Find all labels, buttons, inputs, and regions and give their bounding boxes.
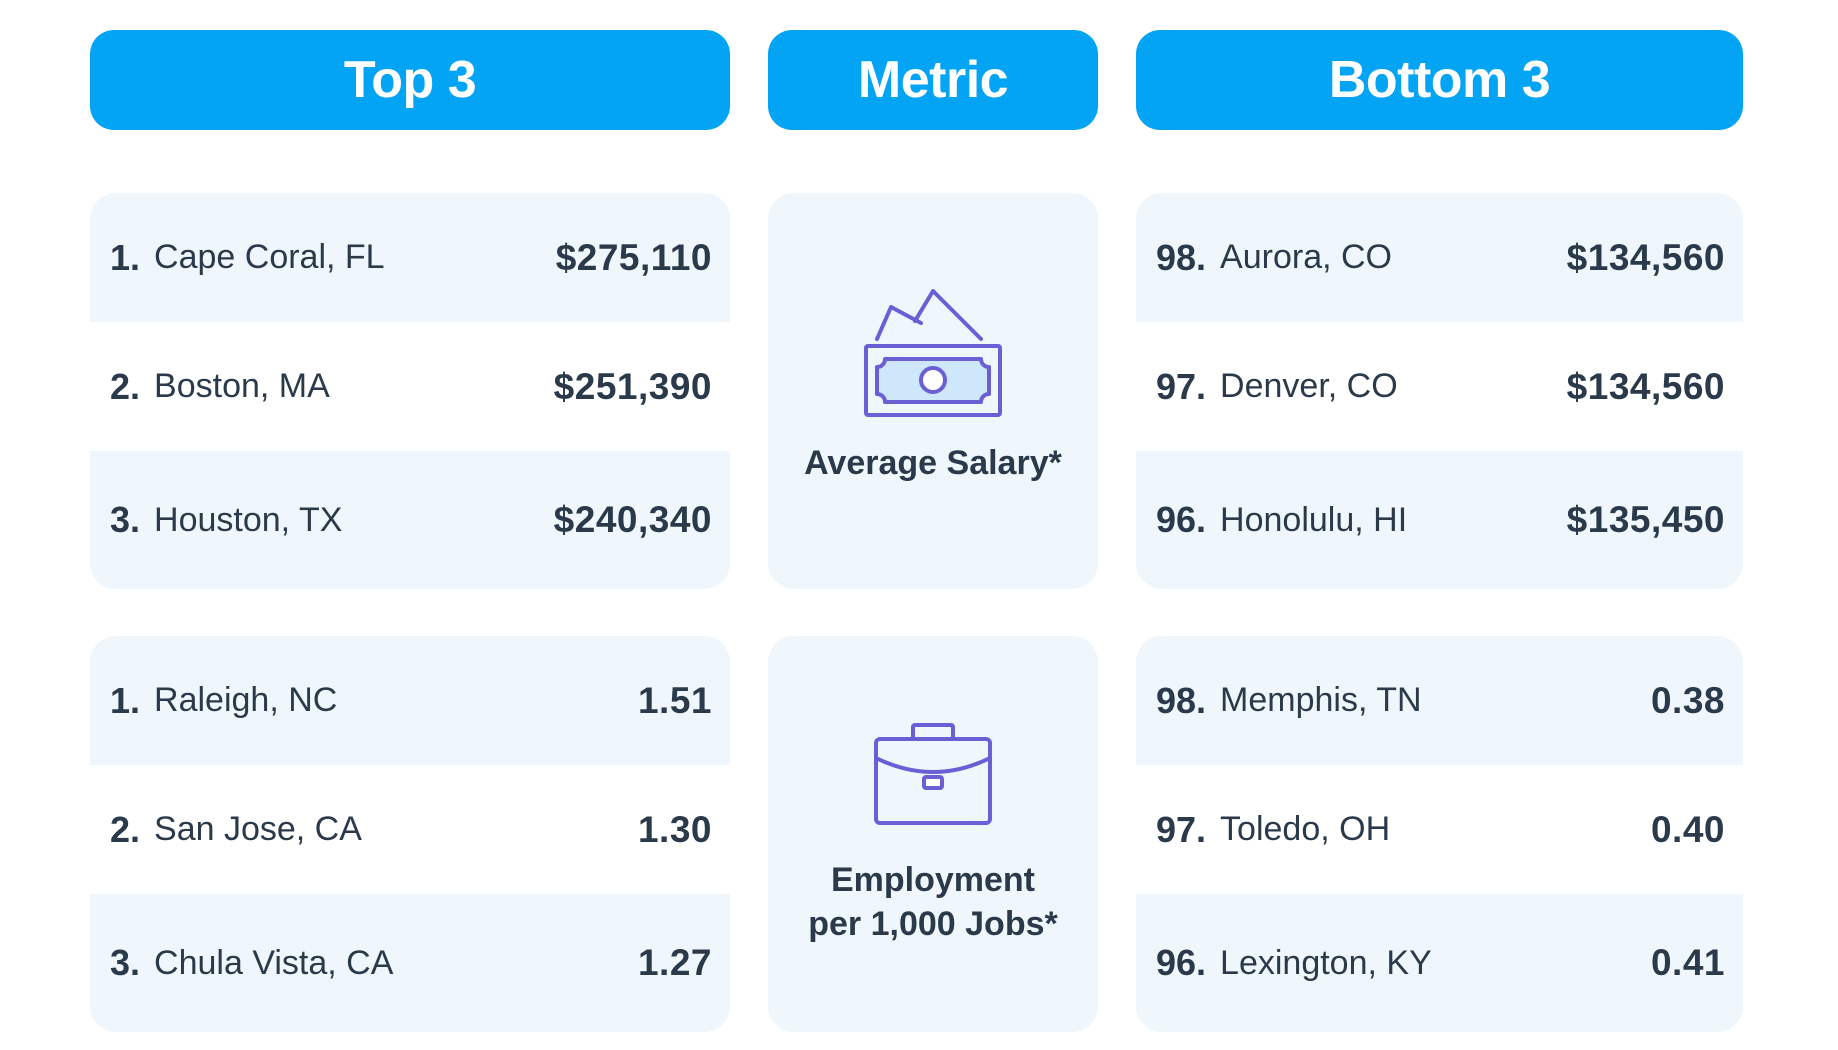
value: 1.51 [637, 679, 712, 721]
rank: 97. [1156, 365, 1207, 407]
header-top-3-label: Top 3 [343, 51, 477, 109]
header-metric: Metric [768, 30, 1098, 130]
header-metric-label: Metric [857, 51, 1009, 109]
table-row: 96. Lexington, KY 0.41 [1136, 894, 1743, 1032]
value: 0.38 [1650, 679, 1725, 721]
value: $251,390 [553, 365, 712, 407]
value: 0.40 [1650, 808, 1725, 850]
metric-label-line-1: Employment [830, 861, 1036, 899]
rank: 2. [110, 365, 141, 407]
city: Cape Coral, FL [154, 238, 385, 276]
value: 0.41 [1650, 942, 1725, 983]
value: 1.30 [637, 808, 712, 850]
table-row: 97. Denver, CO $134,560 [1136, 322, 1743, 451]
table-row: 98. Memphis, TN 0.38 [1136, 636, 1743, 765]
employment-metric-card: Employment per 1,000 Jobs* [768, 636, 1098, 1032]
employment-top-panel: 1. Raleigh, NC 1.51 2. San Jose, CA 1.30… [90, 636, 730, 1032]
value: 1.27 [637, 942, 712, 983]
value: $134,560 [1566, 236, 1725, 278]
value: $134,560 [1566, 365, 1725, 407]
employment-bottom-panel: 98. Memphis, TN 0.38 97. Toledo, OH 0.40… [1136, 636, 1743, 1032]
value: $240,340 [553, 499, 712, 540]
table-row: 96. Honolulu, HI $135,450 [1136, 451, 1743, 589]
value: $135,450 [1566, 499, 1725, 540]
city: Boston, MA [154, 367, 330, 405]
city: Memphis, TN [1220, 681, 1422, 719]
city: Denver, CO [1220, 367, 1398, 405]
header-bottom-3: Bottom 3 [1136, 30, 1743, 130]
rank: 98. [1156, 236, 1207, 278]
money-bills-icon [864, 289, 1002, 417]
table-row: 1. Raleigh, NC 1.51 [90, 636, 730, 765]
rank: 1. [110, 679, 141, 721]
table-row: 2. Boston, MA $251,390 [90, 322, 730, 451]
metric-label-employment: Employment per 1,000 Jobs* [808, 858, 1057, 946]
rank: 96. [1156, 499, 1207, 540]
city: San Jose, CA [154, 810, 362, 848]
header-top-3: Top 3 [90, 30, 730, 130]
city: Toledo, OH [1220, 810, 1391, 848]
salary-metric-card: Average Salary* [768, 193, 1098, 589]
rank: 3. [110, 942, 141, 983]
table-row: 3. Chula Vista, CA 1.27 [90, 894, 730, 1032]
value: $275,110 [555, 236, 712, 278]
city: Houston, TX [154, 500, 343, 539]
city: Honolulu, HI [1220, 500, 1408, 539]
table-row: 3. Houston, TX $240,340 [90, 451, 730, 589]
table-row: 97. Toledo, OH 0.40 [1136, 765, 1743, 894]
table-row: 1. Cape Coral, FL $275,110 [90, 193, 730, 322]
rank: 98. [1156, 679, 1207, 721]
rank: 2. [110, 808, 141, 850]
city: Lexington, KY [1220, 943, 1432, 982]
rank: 1. [110, 236, 141, 278]
metric-label-line-2: per 1,000 Jobs* [808, 905, 1058, 943]
city: Raleigh, NC [154, 681, 338, 719]
salary-bottom-panel: 98. Aurora, CO $134,560 97. Denver, CO $… [1136, 193, 1743, 589]
city: Chula Vista, CA [154, 943, 394, 982]
rank: 97. [1156, 808, 1207, 850]
table-row: 98. Aurora, CO $134,560 [1136, 193, 1743, 322]
salary-top-panel: 1. Cape Coral, FL $275,110 2. Boston, MA… [90, 193, 730, 589]
city: Aurora, CO [1220, 238, 1392, 276]
table-row: 2. San Jose, CA 1.30 [90, 765, 730, 894]
rank: 3. [110, 499, 141, 540]
briefcase-icon [874, 723, 992, 825]
metric-label-average-salary: Average Salary* [804, 444, 1062, 482]
header-bottom-3-label: Bottom 3 [1328, 51, 1551, 109]
rank: 96. [1156, 942, 1207, 983]
